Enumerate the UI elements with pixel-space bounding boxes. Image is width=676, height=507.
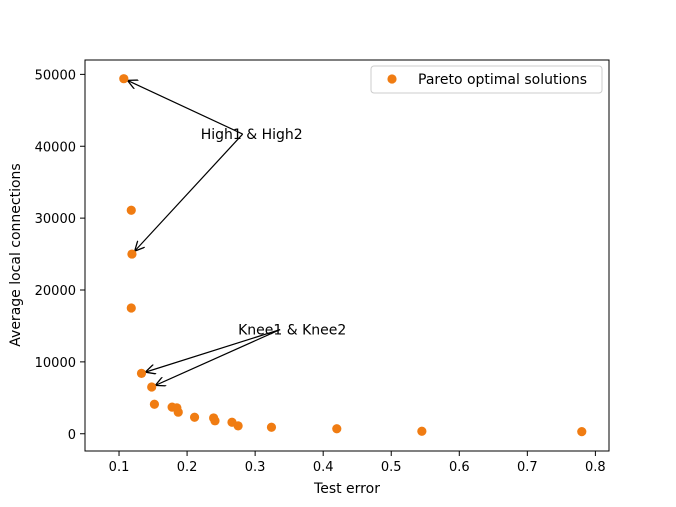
data-point xyxy=(147,382,157,392)
data-point xyxy=(173,407,183,417)
annotation-label: Knee1 & Knee2 xyxy=(238,323,346,339)
data-point xyxy=(119,74,129,84)
annotation-layer: High1 & High2 Knee1 & Knee2 xyxy=(128,81,346,385)
data-points xyxy=(119,74,587,437)
x-axis-label: Test error xyxy=(313,481,380,497)
annotation-arrow xyxy=(135,133,244,250)
annotation-arrow xyxy=(128,81,243,135)
y-tick-label: 40000 xyxy=(35,140,76,155)
y-axis-label: Average local connections xyxy=(8,163,24,346)
legend-box xyxy=(370,65,603,94)
legend-label: Pareto optimal solutions xyxy=(418,72,587,88)
data-point xyxy=(126,205,136,215)
x-tick-label: 0.2 xyxy=(177,460,198,475)
annotation-label: High1 & High2 xyxy=(201,127,303,143)
data-point xyxy=(210,416,220,426)
x-tick-label: 0.3 xyxy=(245,460,266,475)
x-tick-label: 0.6 xyxy=(449,460,470,475)
x-axis-ticks: 0.1 0.2 0.3 0.4 0.5 0.6 0.7 0.8 xyxy=(109,451,606,475)
data-point xyxy=(126,303,136,313)
y-tick-label: 20000 xyxy=(35,284,76,299)
annotation-arrow xyxy=(156,329,281,385)
data-point xyxy=(189,412,200,422)
legend-marker xyxy=(387,74,397,84)
legend: Pareto optimal solutions xyxy=(370,65,603,94)
x-tick-label: 0.5 xyxy=(381,460,402,475)
x-tick-label: 0.8 xyxy=(585,460,606,475)
y-tick-label: 10000 xyxy=(35,356,76,371)
data-point xyxy=(127,249,137,259)
data-point xyxy=(149,399,160,409)
y-axis-ticks: 0 10000 20000 30000 40000 50000 xyxy=(35,68,85,443)
data-point xyxy=(266,422,277,432)
plot-frame xyxy=(84,59,610,452)
y-tick-label: 0 xyxy=(68,428,76,443)
x-tick-label: 0.4 xyxy=(313,460,334,475)
data-point xyxy=(136,368,147,378)
data-point xyxy=(417,426,427,436)
data-point xyxy=(233,421,243,431)
y-tick-label: 50000 xyxy=(35,68,76,83)
data-point xyxy=(577,426,587,437)
x-tick-label: 0.1 xyxy=(109,460,130,475)
y-tick-label: 30000 xyxy=(35,212,76,227)
x-tick-label: 0.7 xyxy=(517,460,538,475)
annotation-arrow xyxy=(146,328,281,372)
data-point xyxy=(332,424,342,434)
